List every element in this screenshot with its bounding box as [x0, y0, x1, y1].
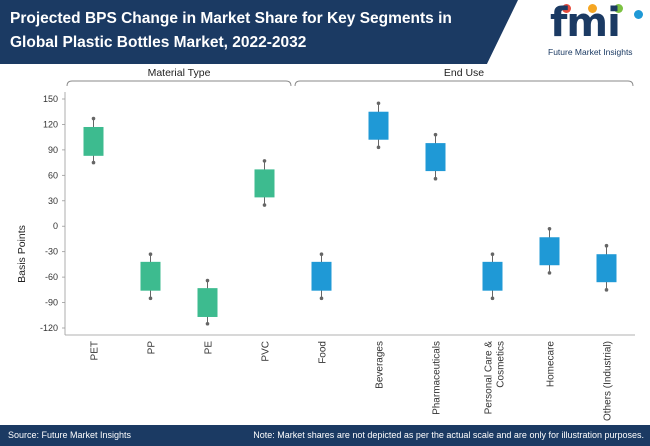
whisker-low-dot [91, 160, 96, 165]
y-tick-label: -90 [45, 298, 58, 308]
category-label: Pharmaceuticals [432, 341, 443, 415]
box-pvc [254, 159, 275, 207]
category-label-line: Food [318, 341, 329, 364]
whisker-high-dot [433, 132, 438, 137]
whisker-high-dot [376, 101, 381, 106]
bracket-line [294, 80, 634, 87]
box-pe [197, 278, 218, 326]
y-tick-label: 90 [48, 145, 58, 155]
box-pet [83, 116, 104, 165]
group-label: Material Type [148, 67, 211, 79]
y-axis-label: Basis Points [16, 225, 28, 283]
category-label-line: PVC [261, 341, 272, 362]
category-label-line: PP [147, 341, 158, 355]
box-rect [482, 261, 503, 291]
title-band [0, 0, 518, 64]
whisker-high-dot [604, 243, 609, 248]
category-labels: PET PP PE PVC Food Beverages Pharmaceuticals Pe… [90, 341, 614, 421]
box-beverages [368, 101, 389, 150]
whisker-high-dot [205, 278, 210, 283]
box-homecare [539, 226, 560, 275]
y-tick-label: 150 [43, 94, 58, 104]
category-label: Others (Industrial) [603, 341, 614, 421]
whisker-high-dot [91, 116, 96, 121]
chart-axes: 150 120 90 60 30 0 -30 -60 -90 -120 [40, 92, 635, 336]
box-personal-care-cosmetics [482, 252, 503, 301]
whisker-low-dot [262, 203, 267, 207]
footer-bar: Source: Future Market Insights Note: Mar… [0, 425, 650, 446]
whisker-low-dot [433, 176, 438, 181]
category-label: Personal Care &Cosmetics [484, 341, 507, 415]
bracket-line [66, 80, 292, 87]
category-label-line: Homecare [546, 341, 557, 388]
whisker-low-dot [376, 145, 381, 150]
logo-wordmark: fmi [550, 0, 621, 46]
category-label-line: Cosmetics [496, 341, 507, 388]
whisker-low-dot [205, 321, 210, 326]
logo-dot-blue [634, 10, 643, 19]
box-pp [140, 252, 161, 301]
box-others-industrial- [596, 243, 617, 292]
box-rect [140, 261, 161, 291]
y-tick-label: 120 [43, 119, 58, 129]
whisker-low-dot [148, 296, 153, 301]
y-tick-label: -30 [45, 247, 58, 257]
box-pharmaceuticals [425, 132, 446, 181]
y-tick-label: 0 [53, 221, 58, 231]
category-label: Homecare [546, 341, 557, 388]
group-brackets: Material Type End Use [66, 67, 634, 87]
group-bracket-end-use: End Use [294, 67, 634, 87]
chart-title: Projected BPS Change in Market Share for… [10, 10, 452, 51]
y-tick-label: 60 [48, 170, 58, 180]
y-tick-label: 30 [48, 196, 58, 206]
whisker-low-dot [547, 271, 552, 275]
category-label: PE [204, 341, 215, 355]
footer-note: Note: Market shares are not depicted as … [253, 430, 644, 440]
category-label: PP [147, 341, 158, 355]
box-rect [197, 288, 218, 317]
category-label-line: PET [90, 341, 101, 360]
logo-dot-orange [588, 4, 597, 13]
whisker-high-dot [490, 252, 495, 257]
whisker-low-dot [490, 296, 495, 301]
category-label-line: Pharmaceuticals [432, 341, 443, 415]
category-label-line: Beverages [375, 341, 386, 389]
box-rect [254, 169, 275, 198]
fmi-logo: fmi Future Market Insights [548, 0, 648, 62]
box-rect [368, 111, 389, 140]
category-label-line: Personal Care & [484, 341, 495, 415]
box-rect [596, 254, 617, 283]
category-label: PVC [261, 341, 272, 362]
whisker-low-dot [319, 296, 324, 301]
logo-subtitle: Future Market Insights [548, 47, 633, 57]
category-label-line: Others (Industrial) [603, 341, 614, 421]
category-label: PET [90, 341, 101, 360]
group-bracket-material-type: Material Type [66, 67, 292, 87]
box-rect [425, 143, 446, 172]
whisker-high-dot [148, 252, 153, 257]
footer-source: Source: Future Market Insights [8, 430, 132, 440]
whisker-high-dot [262, 159, 267, 163]
y-tick-label: -60 [45, 272, 58, 282]
whisker-high-dot [547, 226, 552, 231]
box-rect [83, 126, 104, 156]
category-label: Food [318, 341, 329, 364]
box-rect [539, 237, 560, 266]
whisker-high-dot [319, 252, 324, 257]
category-label-line: PE [204, 341, 215, 355]
logo-dot-red [562, 4, 571, 13]
box-food [311, 252, 332, 301]
y-tick-label: -120 [40, 323, 58, 333]
header-bar: Projected BPS Change in Market Share for… [0, 0, 650, 64]
logo-dot-green [614, 4, 623, 13]
group-label: End Use [444, 67, 484, 79]
category-label: Beverages [375, 341, 386, 389]
box-chart: Material Type End Use 150 120 90 60 30 0 -30 -60… [16, 67, 635, 421]
whisker-low-dot [604, 288, 609, 292]
chart-boxes [83, 101, 617, 326]
box-rect [311, 261, 332, 291]
